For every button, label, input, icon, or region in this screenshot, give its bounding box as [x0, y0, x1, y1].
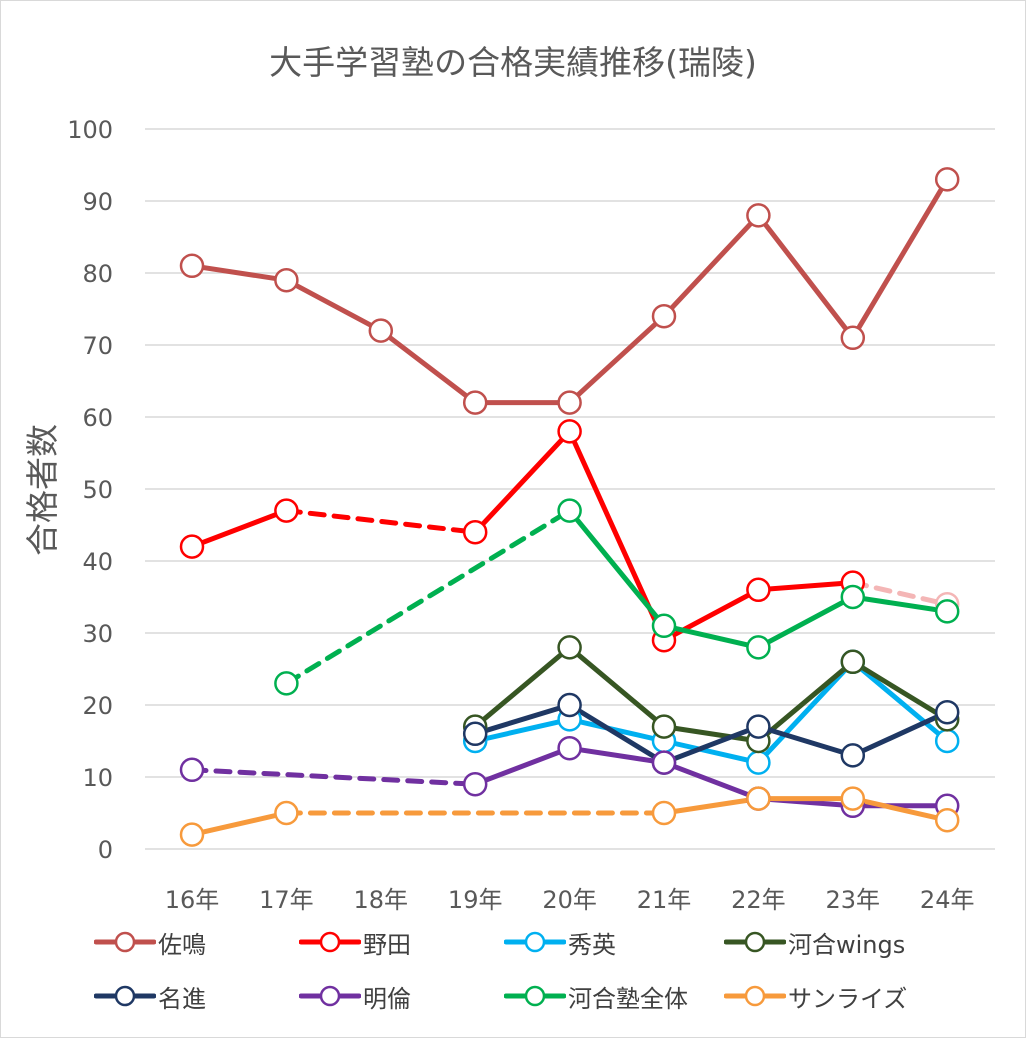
- y-axis-label: 合格者数: [23, 424, 62, 556]
- legend-label: 秀英: [568, 930, 616, 959]
- legend-label: 河合塾全体: [568, 984, 688, 1013]
- legend-item: 秀英: [504, 922, 616, 962]
- legend-item: 明倫: [299, 976, 411, 1016]
- legend-swatch: [94, 931, 156, 953]
- legend-swatch: [299, 931, 361, 953]
- legend: 佐鳴 野田 秀英 河合wings 名進 明倫 河合塾全体 サンライズ: [94, 922, 994, 1022]
- legend-swatch: [724, 931, 786, 953]
- legend-item: 河合塾全体: [504, 976, 688, 1016]
- legend-item: 名進: [94, 976, 206, 1016]
- legend-label: 河合wings: [788, 930, 906, 959]
- legend-label: 名進: [158, 984, 206, 1013]
- legend-label: サンライズ: [788, 984, 908, 1013]
- chart-title: 大手学習塾の合格実績推移(瑞陵): [269, 43, 757, 82]
- legend-item: 佐鳴: [94, 922, 206, 962]
- legend-label: 明倫: [363, 984, 411, 1013]
- legend-item: 河合wings: [724, 922, 905, 962]
- legend-item: サンライズ: [724, 976, 907, 1016]
- legend-item: 野田: [299, 922, 411, 962]
- legend-swatch: [504, 931, 566, 953]
- legend-swatch: [94, 985, 156, 1007]
- legend-swatch: [724, 985, 786, 1007]
- legend-swatch: [299, 985, 361, 1007]
- legend-swatch: [504, 985, 566, 1007]
- legend-label: 野田: [363, 930, 411, 959]
- legend-label: 佐鳴: [158, 930, 206, 959]
